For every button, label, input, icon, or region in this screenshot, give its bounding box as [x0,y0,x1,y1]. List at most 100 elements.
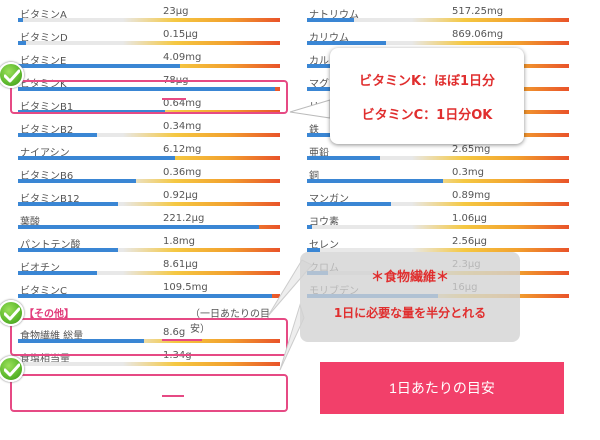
nutrient-label: 亜鉛 [309,148,329,159]
nutrient-bar-fill [307,18,355,22]
nutrient-value: 0.92μg [163,190,198,201]
nutrient-value: 8.61μg [163,259,198,270]
nutrient-bar-track [18,87,280,91]
vitamin-k-value-underline [162,98,186,100]
nutrient-bar-fill [18,133,97,137]
nutrient-row: ナトリウム 517.25mg [307,0,569,23]
nutrient-bar-track [18,156,280,160]
nutrient-label: ビタミンK [20,79,67,90]
nutrient-bar-track [307,202,569,206]
nutrient-bar-track [307,225,569,229]
nutrient-bar-track [18,225,280,229]
nutrient-label: パントテン酸 [20,240,81,251]
nutrient-value: 0.36mg [163,167,202,178]
nutrient-bar-fill [18,225,260,229]
nutrient-value: 0.64mg [163,98,202,109]
nutrient-bar-fill [18,179,136,183]
nutrient-label: ビタミンE [20,56,67,67]
nutrient-label: ビオチン [20,263,60,274]
vitamin-c-value-underline [162,339,202,341]
nutrient-bar-track [307,179,569,183]
other-section-note: （一日あたりの目安） [190,309,270,335]
nutrient-row: ヨウ素 1.06μg [307,207,569,230]
nutrient-bar-fill [307,156,381,160]
nutrient-row: カリウム 869.06mg [307,23,569,46]
nutrient-bar-fill [18,156,176,160]
nutrient-bar-track [18,362,280,366]
nutrient-label: ビタミンB12 [20,194,80,205]
nutrient-bar-track [307,18,569,22]
nutrient-bar-fill [307,202,391,206]
check-icon [0,62,24,88]
other-section-header: 【その他】 （一日あたりの目安） [18,299,280,335]
nutrient-label: ビタミンD [20,33,68,44]
nutrient-bar-track [18,18,280,22]
nutrient-label: 食塩相当量 [20,354,70,365]
nutrient-label: 葉酸 [20,217,40,228]
nutrient-bar-track [18,179,280,183]
nutrient-row: 亜鉛 2.65mg [307,138,569,161]
nutrient-label: 食物繊維 総量 [20,331,84,342]
nutrient-bar-fill [18,41,26,45]
nutrient-bar-track [307,41,569,45]
nutrient-bar-fill [18,271,97,275]
fiber-value-underline [162,395,184,397]
nutrient-value: 109.5mg [163,282,208,293]
nutrient-value: 8.6g [163,327,186,338]
nutrient-label: カル [309,56,329,67]
nutrient-row: ビオチン 8.61μg [18,253,280,276]
fiber-note-text: 1日に必要な量を半分とれる [333,306,487,320]
nutrient-label: セレン [309,240,339,251]
nutrient-bar-track [18,133,280,137]
nutrient-value: 869.06mg [452,29,504,40]
nutrient-bar-fill [307,179,444,183]
daily-guide-button[interactable]: 1日あたりの目安 [320,362,564,414]
nutrient-bar-track [18,248,280,252]
nutrient-value: 6.12mg [163,144,202,155]
nutrient-row: マンガン 0.89mg [307,184,569,207]
nutrient-value: 2.65mg [452,144,491,155]
nutrient-bar-track [18,202,280,206]
nutrient-value: 0.89mg [452,190,491,201]
nutrient-label: ビタミンB6 [20,171,74,182]
nutrient-row: ビタミンE 4.09mg [18,46,280,69]
nutrient-row: ナイアシン 6.12mg [18,138,280,161]
nutrient-bar-fill [307,64,334,68]
nutrient-label: ビタミンC [20,286,67,297]
nutrient-bar-fill [18,294,273,298]
nutrient-label: ナイアシン [20,148,70,159]
nutrient-row: パントテン酸 1.8mg [18,230,280,253]
nutrient-value: 0.3mg [452,167,484,178]
nutrient-bar-fill [18,339,144,343]
nutrient-bar-fill [18,18,24,22]
nutrient-label: ナトリウム [309,10,359,21]
nutrient-value: 517.25mg [452,6,504,17]
check-icon [0,300,24,326]
nutrient-value: 0.15μg [163,29,198,40]
left-nutrient-column: ビタミンA 23μg ビタミンD 0.15μg ビタミンE 4.09mg ビタミンK 78μg… [18,0,280,367]
nutrient-row: ビタミンA 23μg [18,0,280,23]
nutrient-label: 鉄 [309,125,319,136]
nutrient-label: ビタミンB1 [20,102,74,113]
check-icon [0,356,24,382]
nutrient-bar-track [18,41,280,45]
nutrient-bar-fill [18,202,118,206]
nutrient-bar-track [307,156,569,160]
fiber-note-title: ＊食物繊維＊ [370,270,449,285]
nutrient-row: 葉酸 221.2μg [18,207,280,230]
callout-line-vitamin-k: ビタミンK：ほぼ1日分 [358,74,496,89]
fiber-highlight-box [10,374,288,412]
vitamin-summary-callout: ビタミンK：ほぼ1日分 ビタミンC：1日分OK [330,48,524,144]
nutrient-bar-track [18,294,280,298]
nutrient-bar-fill [18,248,118,252]
nutrient-value: 4.09mg [163,52,202,63]
nutrient-row: 銅 0.3mg [307,161,569,184]
nutrient-label: ビタミンA [20,10,67,21]
nutrient-value: 2.56μg [452,236,487,247]
callout-line-vitamin-c: ビタミンC：1日分OK [361,108,493,123]
nutrient-label: マグ [309,79,329,90]
nutrient-row: セレン 2.56μg [307,230,569,253]
nutrient-value: 1.8mg [163,236,195,247]
nutrient-label: ヨウ素 [309,217,339,228]
other-section-title: 【その他】 [24,309,74,320]
